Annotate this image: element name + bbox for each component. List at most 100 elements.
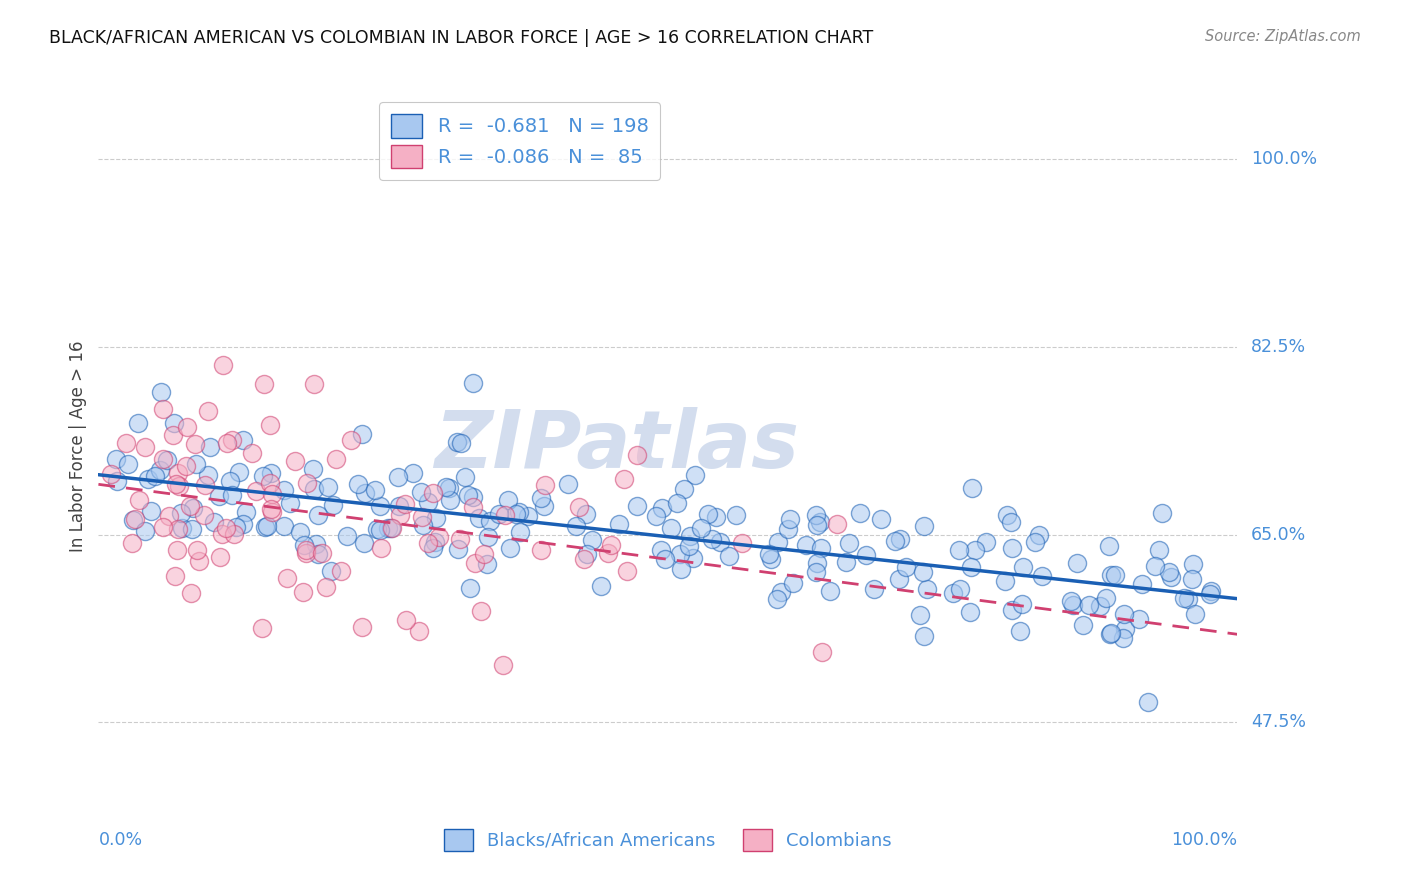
Point xyxy=(411,509,433,524)
Text: Source: ZipAtlas.com: Source: ZipAtlas.com xyxy=(1205,29,1361,44)
Point xyxy=(626,448,648,462)
Point xyxy=(600,538,623,552)
Point xyxy=(849,506,872,520)
Point xyxy=(994,574,1017,588)
Point xyxy=(460,581,482,595)
Text: 0.0%: 0.0% xyxy=(98,830,142,848)
Point xyxy=(370,541,392,556)
Point xyxy=(598,546,620,560)
Point xyxy=(468,511,491,525)
Point xyxy=(1001,541,1024,556)
Point xyxy=(117,457,139,471)
Point xyxy=(165,476,187,491)
Point xyxy=(1024,535,1046,549)
Point xyxy=(461,376,484,390)
Point xyxy=(427,530,450,544)
Point xyxy=(1199,587,1222,601)
Point xyxy=(186,543,208,558)
Point xyxy=(449,532,471,546)
Point xyxy=(1078,598,1101,612)
Point xyxy=(453,470,475,484)
Point xyxy=(883,533,905,548)
Point xyxy=(260,466,283,480)
Point xyxy=(974,534,997,549)
Point xyxy=(322,498,344,512)
Point xyxy=(613,472,636,486)
Point xyxy=(167,466,190,480)
Point xyxy=(340,433,363,447)
Point xyxy=(434,479,457,493)
Point xyxy=(499,541,522,556)
Point xyxy=(387,499,409,513)
Point xyxy=(1012,560,1035,574)
Point xyxy=(143,469,166,483)
Point xyxy=(157,508,180,523)
Point xyxy=(179,499,201,513)
Point xyxy=(806,517,828,532)
Point xyxy=(215,436,238,450)
Point xyxy=(912,519,935,533)
Point xyxy=(354,485,377,500)
Point xyxy=(1000,516,1022,530)
Point xyxy=(1181,572,1204,586)
Point xyxy=(408,624,430,639)
Point xyxy=(330,564,353,578)
Point xyxy=(380,521,402,535)
Point xyxy=(197,404,219,418)
Point xyxy=(167,522,190,536)
Point xyxy=(759,551,782,566)
Point xyxy=(149,463,172,477)
Point xyxy=(942,585,965,599)
Point xyxy=(806,565,828,579)
Point xyxy=(769,585,792,599)
Point xyxy=(1136,695,1159,709)
Y-axis label: In Labor Force | Age > 16: In Labor Force | Age > 16 xyxy=(69,340,87,552)
Text: 47.5%: 47.5% xyxy=(1251,714,1306,731)
Legend: Blacks/African Americans, Colombians: Blacks/African Americans, Colombians xyxy=(437,822,898,858)
Point xyxy=(704,509,727,524)
Point xyxy=(288,525,311,540)
Point xyxy=(1112,607,1135,621)
Point xyxy=(1112,632,1135,646)
Point xyxy=(254,520,277,534)
Point xyxy=(475,558,498,572)
Point xyxy=(766,534,789,549)
Point xyxy=(222,526,245,541)
Point xyxy=(307,547,329,561)
Point xyxy=(262,505,284,519)
Point xyxy=(121,513,143,527)
Point xyxy=(388,508,411,523)
Point xyxy=(1031,568,1053,582)
Point xyxy=(295,546,318,560)
Point xyxy=(616,564,638,578)
Point xyxy=(232,517,254,532)
Point xyxy=(959,605,981,619)
Point xyxy=(416,495,439,509)
Point xyxy=(1152,506,1174,520)
Point xyxy=(336,529,359,543)
Point xyxy=(1011,597,1033,611)
Point xyxy=(461,490,484,504)
Point xyxy=(492,657,515,672)
Point xyxy=(136,472,159,486)
Point xyxy=(806,556,828,570)
Point xyxy=(211,358,233,372)
Point xyxy=(418,536,440,550)
Point xyxy=(477,531,499,545)
Point xyxy=(533,499,555,513)
Point xyxy=(163,417,186,431)
Point xyxy=(1104,568,1126,582)
Point xyxy=(352,427,374,442)
Point xyxy=(472,547,495,561)
Point xyxy=(315,580,337,594)
Point xyxy=(1095,591,1118,606)
Point xyxy=(912,629,935,643)
Point xyxy=(564,518,586,533)
Point xyxy=(394,497,416,511)
Text: 100.0%: 100.0% xyxy=(1171,830,1237,848)
Point xyxy=(479,515,502,529)
Point xyxy=(260,486,283,500)
Point xyxy=(221,434,243,448)
Point xyxy=(197,467,219,482)
Point xyxy=(1088,599,1111,613)
